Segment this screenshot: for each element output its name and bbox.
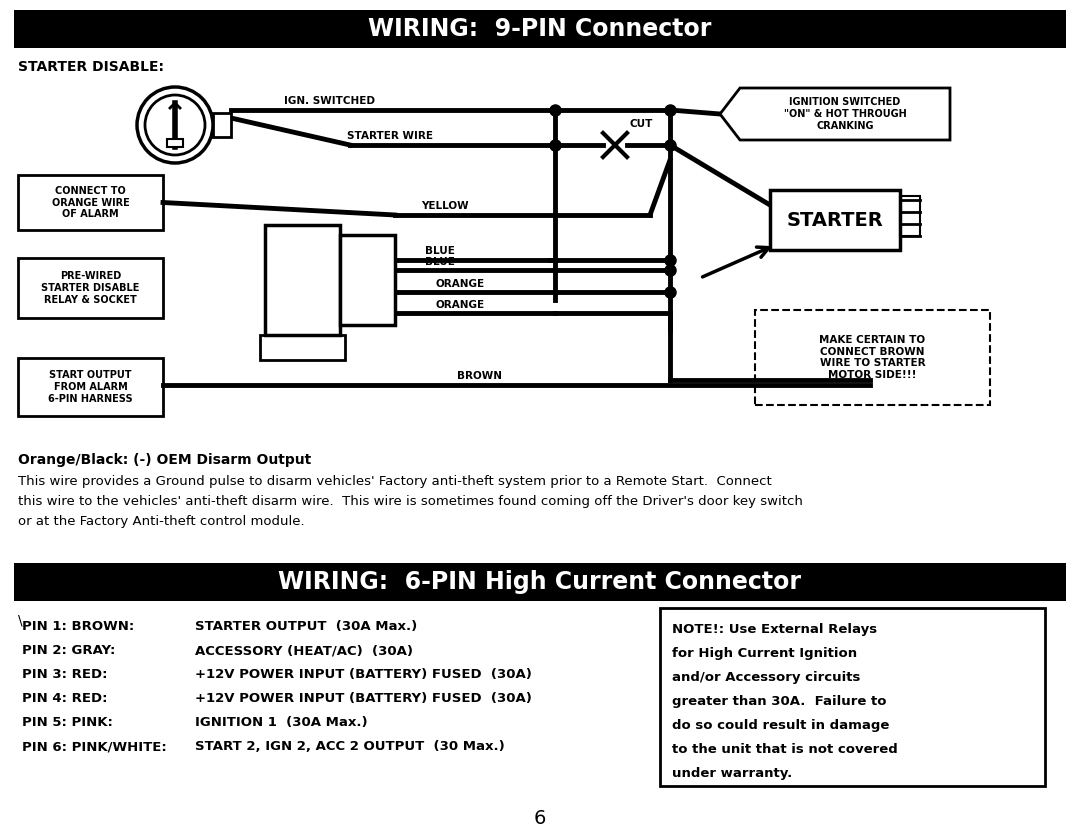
Text: and/or Accessory circuits: and/or Accessory circuits (672, 671, 861, 684)
Text: IGN. SWITCHED: IGN. SWITCHED (284, 96, 376, 106)
Text: STARTER DISABLE:: STARTER DISABLE: (18, 60, 164, 74)
Text: ACCESSORY (HEAT/AC)  (30A): ACCESSORY (HEAT/AC) (30A) (195, 644, 413, 657)
Text: 6: 6 (534, 808, 546, 827)
Text: CONNECT TO
ORANGE WIRE
OF ALARM: CONNECT TO ORANGE WIRE OF ALARM (52, 186, 130, 219)
Text: YELLOW: YELLOW (421, 201, 469, 211)
Bar (770, 190, 900, 250)
Text: BLUE: BLUE (426, 246, 455, 256)
Text: STARTER OUTPUT  (30A Max.): STARTER OUTPUT (30A Max.) (195, 620, 417, 633)
Text: PIN 4: RED:: PIN 4: RED: (22, 692, 108, 705)
Circle shape (145, 95, 205, 155)
Text: BLUE: BLUE (426, 257, 455, 267)
Text: NOTE!: Use External Relays: NOTE!: Use External Relays (672, 623, 877, 636)
Text: greater than 30A.  Failure to: greater than 30A. Failure to (672, 695, 887, 708)
Text: ORANGE: ORANGE (435, 300, 485, 310)
Bar (900, 196, 920, 236)
Text: CUT: CUT (629, 119, 652, 129)
Text: MAKE CERTAIN TO
CONNECT BROWN
WIRE TO STARTER
MOTOR SIDE!!!: MAKE CERTAIN TO CONNECT BROWN WIRE TO ST… (820, 335, 926, 380)
Bar (18, 258, 163, 318)
Text: for High Current Ignition: for High Current Ignition (672, 647, 858, 660)
Bar (340, 235, 395, 325)
Bar (167, 139, 183, 147)
Bar (660, 608, 1045, 786)
Text: to the unit that is not covered: to the unit that is not covered (672, 743, 897, 756)
Bar (18, 358, 163, 416)
Text: IGNITION SWITCHED
"ON" & HOT THROUGH
CRANKING: IGNITION SWITCHED "ON" & HOT THROUGH CRA… (784, 98, 906, 131)
Bar (755, 310, 990, 405)
Text: or at the Factory Anti-theft control module.: or at the Factory Anti-theft control mod… (18, 515, 305, 528)
Text: This wire provides a Ground pulse to disarm vehicles' Factory anti-theft system : This wire provides a Ground pulse to dis… (18, 475, 772, 488)
Text: PIN 3: RED:: PIN 3: RED: (22, 668, 108, 681)
Text: +12V POWER INPUT (BATTERY) FUSED  (30A): +12V POWER INPUT (BATTERY) FUSED (30A) (195, 692, 531, 705)
Text: BROWN: BROWN (458, 371, 502, 381)
Text: WIRING:  9-PIN Connector: WIRING: 9-PIN Connector (368, 17, 712, 41)
Text: IGNITION 1  (30A Max.): IGNITION 1 (30A Max.) (195, 716, 367, 729)
Text: PRE-WIRED
STARTER DISABLE
RELAY & SOCKET: PRE-WIRED STARTER DISABLE RELAY & SOCKET (41, 271, 139, 304)
Text: START OUTPUT
FROM ALARM
6-PIN HARNESS: START OUTPUT FROM ALARM 6-PIN HARNESS (49, 370, 133, 404)
Text: START 2, IGN 2, ACC 2 OUTPUT  (30 Max.): START 2, IGN 2, ACC 2 OUTPUT (30 Max.) (195, 740, 504, 753)
Text: STARTER: STARTER (786, 210, 883, 229)
Text: +12V POWER INPUT (BATTERY) FUSED  (30A): +12V POWER INPUT (BATTERY) FUSED (30A) (195, 668, 531, 681)
Bar (260, 335, 345, 360)
Text: PIN 1: BROWN:: PIN 1: BROWN: (22, 620, 134, 633)
Text: WIRING:  6-PIN High Current Connector: WIRING: 6-PIN High Current Connector (279, 570, 801, 594)
Circle shape (137, 87, 213, 163)
Text: STARTER WIRE: STARTER WIRE (347, 131, 433, 141)
Text: this wire to the vehicles' anti-theft disarm wire.  This wire is sometimes found: this wire to the vehicles' anti-theft di… (18, 495, 802, 508)
Text: ORANGE: ORANGE (435, 279, 485, 289)
Bar (14, 563, 1066, 601)
Bar (18, 175, 163, 230)
Text: PIN 2: GRAY:: PIN 2: GRAY: (22, 644, 116, 657)
Bar (265, 225, 340, 335)
Polygon shape (720, 88, 950, 140)
Text: under warranty.: under warranty. (672, 767, 793, 780)
Bar (14, 10, 1066, 48)
Bar (213, 113, 231, 137)
Text: do so could result in damage: do so could result in damage (672, 719, 889, 732)
Text: Orange/Black: (-) OEM Disarm Output: Orange/Black: (-) OEM Disarm Output (18, 453, 311, 467)
Text: \: \ (18, 613, 23, 627)
Text: PIN 5: PINK:: PIN 5: PINK: (22, 716, 113, 729)
Text: PIN 6: PINK/WHITE:: PIN 6: PINK/WHITE: (22, 740, 166, 753)
